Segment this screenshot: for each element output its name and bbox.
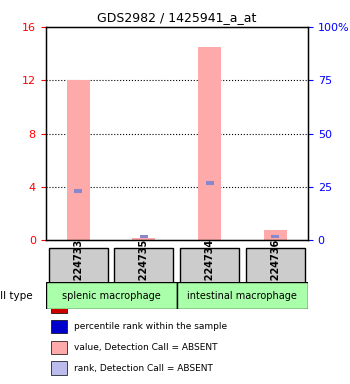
FancyBboxPatch shape	[114, 248, 174, 294]
FancyBboxPatch shape	[246, 248, 305, 294]
Bar	[198, 47, 221, 240]
Bar	[74, 189, 82, 193]
Text: percentile rank within the sample: percentile rank within the sample	[74, 322, 228, 331]
Bar	[206, 181, 214, 185]
Text: value, Detection Call = ABSENT: value, Detection Call = ABSENT	[74, 343, 218, 352]
FancyBboxPatch shape	[46, 282, 177, 309]
Bar	[271, 235, 279, 238]
Bar	[140, 235, 148, 238]
Bar	[51, 300, 66, 313]
Title: GDS2982 / 1425941_a_at: GDS2982 / 1425941_a_at	[97, 11, 257, 24]
Text: GSM224736: GSM224736	[270, 238, 280, 304]
Text: count: count	[74, 302, 100, 311]
Text: cell type: cell type	[0, 291, 32, 301]
Text: GSM224735: GSM224735	[139, 238, 149, 304]
Text: intestinal macrophage: intestinal macrophage	[188, 291, 297, 301]
Text: rank, Detection Call = ABSENT: rank, Detection Call = ABSENT	[74, 364, 213, 372]
Bar	[51, 320, 66, 333]
Bar	[264, 230, 287, 240]
FancyBboxPatch shape	[49, 248, 108, 294]
Bar	[67, 80, 90, 240]
FancyBboxPatch shape	[180, 248, 239, 294]
Text: splenic macrophage: splenic macrophage	[62, 291, 161, 301]
Bar	[51, 341, 66, 354]
Text: GSM224733: GSM224733	[73, 238, 83, 304]
Text: GSM224734: GSM224734	[204, 238, 215, 304]
FancyBboxPatch shape	[177, 282, 308, 309]
Bar	[132, 238, 155, 240]
Bar	[51, 361, 66, 375]
